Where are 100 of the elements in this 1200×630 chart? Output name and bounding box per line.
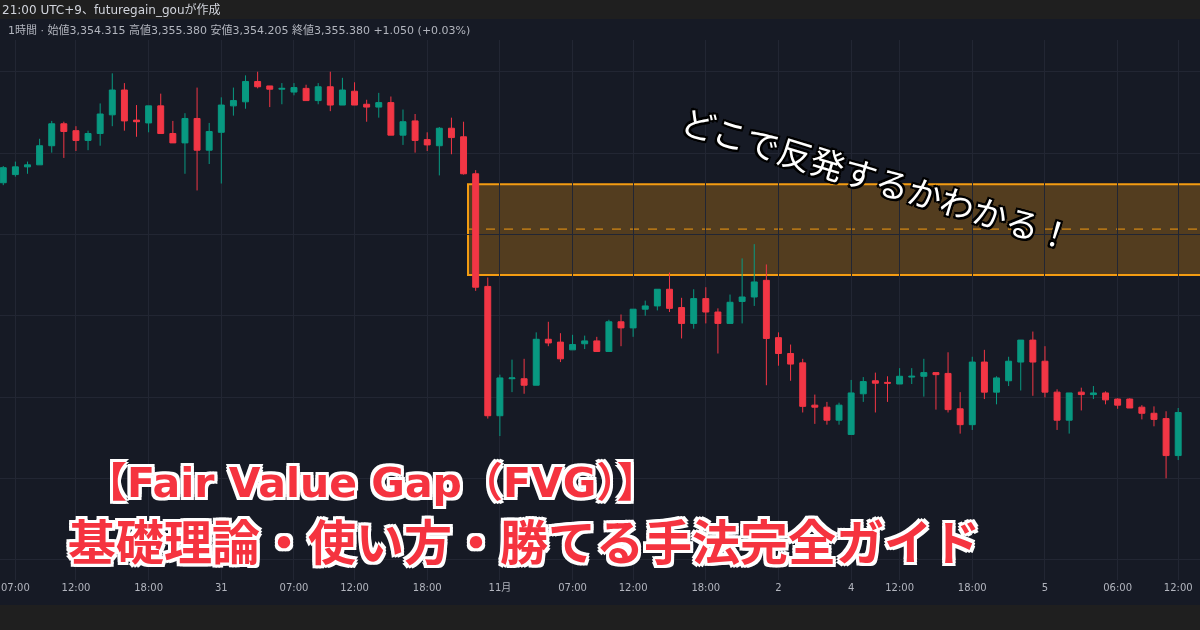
candlestick <box>11 161 19 178</box>
candlestick <box>1150 405 1158 427</box>
x-tick-label: 12:00 <box>618 582 648 593</box>
candlestick <box>920 358 928 398</box>
candlestick <box>229 87 237 117</box>
candlestick <box>120 82 128 132</box>
candlestick <box>980 349 988 400</box>
candlestick <box>544 321 552 347</box>
candlestick <box>399 109 407 146</box>
candlestick <box>1114 397 1122 410</box>
candlestick <box>641 300 649 317</box>
candlestick <box>217 96 225 185</box>
candlestick <box>896 367 904 385</box>
candlestick <box>36 138 44 166</box>
candlestick <box>775 331 782 367</box>
candlestick <box>1126 397 1134 409</box>
candlestick <box>1138 404 1146 420</box>
candlestick <box>48 120 56 154</box>
candlestick <box>944 351 952 413</box>
candlestick <box>133 104 140 138</box>
annotation: どこで反発するかわかる！ <box>676 101 1078 259</box>
candlestick <box>811 394 819 425</box>
candlestick <box>205 122 213 165</box>
candlestick <box>423 131 431 152</box>
text: 21:00 UTC+9、futuregain_gouが作成 <box>2 2 221 17</box>
candlestick <box>593 336 601 352</box>
candlestick <box>411 113 419 154</box>
candlestick <box>556 332 564 363</box>
candlestick <box>363 99 371 123</box>
candlestick <box>193 87 201 191</box>
candlestick <box>847 379 855 435</box>
candlestick <box>859 376 867 403</box>
candlestick <box>157 93 165 135</box>
candlestick <box>290 82 298 96</box>
candlestick <box>108 72 116 127</box>
candlestick <box>302 84 310 102</box>
candlestick <box>84 130 92 151</box>
candlestick <box>581 335 589 350</box>
x-tick-label: 07:00 <box>279 582 309 593</box>
candlestick <box>750 243 758 307</box>
candlestick <box>24 161 31 175</box>
candlestick <box>1174 407 1182 461</box>
candlestick <box>702 286 710 324</box>
candlestick <box>447 117 455 155</box>
candlestick <box>1053 388 1061 431</box>
x-tick-label: 06:00 <box>1103 582 1133 593</box>
candlestick <box>532 331 540 386</box>
candlestick <box>908 367 916 385</box>
candlestick <box>799 358 807 413</box>
candlestick <box>266 85 274 108</box>
candlestick <box>678 297 686 339</box>
candlestick <box>375 92 383 119</box>
candlestick <box>314 82 322 105</box>
candlestick <box>496 374 504 437</box>
text: 基礎理論・使い方・勝てる手法完全ガイド <box>68 515 981 571</box>
text: 1時間 · 始値3,354.315 高値3,355.380 安値3,354.205 終値3,355.380 +1.050 (+0.03%) <box>8 23 471 37</box>
candlestick <box>617 313 625 347</box>
x-tick-label: 07:00 <box>558 582 587 593</box>
x-tick-label: 4 <box>847 582 855 593</box>
candlestick <box>569 334 577 351</box>
candlestick <box>762 263 770 386</box>
candlestick <box>956 391 964 435</box>
candlestick <box>1041 345 1049 398</box>
candlestick <box>1005 356 1013 387</box>
candlestick <box>1102 390 1109 405</box>
candlestick <box>932 372 940 411</box>
x-tick-label: 12:00 <box>885 582 915 593</box>
candlestick <box>690 288 698 330</box>
candlestick <box>993 375 1000 405</box>
candlestick <box>278 82 286 105</box>
candlestick <box>871 372 879 413</box>
candlestick <box>145 105 153 133</box>
candlestick <box>472 169 480 292</box>
candlestick <box>254 71 262 89</box>
candlestick <box>338 77 346 106</box>
candlestick <box>96 102 104 147</box>
candlestick <box>1162 410 1170 479</box>
candlestick <box>242 74 249 110</box>
candlestick <box>72 125 80 152</box>
x-tick-label: 31 <box>214 582 228 593</box>
x-tick-label: 18:00 <box>412 582 442 593</box>
x-tick-label: 07:00 <box>0 582 30 593</box>
x-tick-label: 2 <box>775 582 782 593</box>
candlestick <box>1065 392 1073 435</box>
candlestick <box>181 112 189 175</box>
candlestick <box>60 121 68 159</box>
candlestick <box>653 288 661 311</box>
candlestick <box>787 344 795 382</box>
x-tick-label: 12:00 <box>61 582 91 593</box>
candlestick <box>1077 387 1085 411</box>
candlestick <box>835 402 843 426</box>
candlestick <box>435 126 443 176</box>
x-tick-label: 12:00 <box>1163 582 1193 593</box>
candlestick <box>387 96 395 136</box>
candlestick <box>726 294 734 324</box>
candlestick <box>460 121 468 176</box>
candlestick <box>1089 385 1097 400</box>
candlestick <box>508 359 516 393</box>
candlestick <box>1029 331 1037 397</box>
candlestick <box>738 257 746 324</box>
